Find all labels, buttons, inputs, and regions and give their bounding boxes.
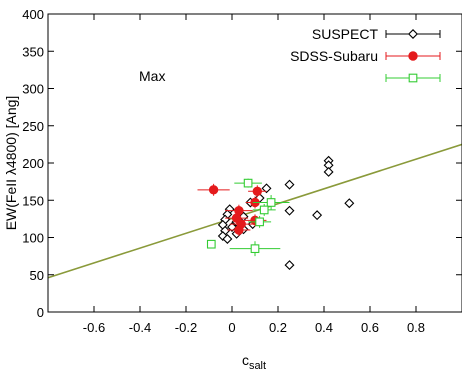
series-1 <box>197 183 267 237</box>
annotation-max: Max <box>139 68 165 84</box>
y-tick-label: 150 <box>22 193 44 208</box>
x-tick-label: 0 <box>228 320 235 335</box>
legend-marker <box>408 29 418 39</box>
x-tick-label: -0.4 <box>129 320 151 335</box>
data-point <box>252 186 262 197</box>
y-tick-label: 100 <box>22 231 44 246</box>
data-point <box>344 198 355 209</box>
fit-line <box>47 143 462 279</box>
x-tick-label: 0.6 <box>361 320 379 335</box>
y-tick-label: 400 <box>22 7 44 22</box>
data-point <box>312 210 323 221</box>
data-point <box>284 179 295 190</box>
data-point <box>206 239 216 249</box>
plot-frame <box>47 13 462 313</box>
data-point <box>261 183 272 194</box>
data-point <box>323 166 334 177</box>
x-tick-label: 0.2 <box>269 320 287 335</box>
data-point <box>243 178 253 188</box>
y-axis-label: EW(FeII λ4800) [Ang] <box>3 96 19 231</box>
data-point <box>255 217 264 227</box>
y-tick-label: 0 <box>37 305 44 320</box>
y-tick-label: 200 <box>22 156 44 171</box>
data-point <box>208 185 219 195</box>
data-point <box>284 260 295 271</box>
legend-marker <box>408 51 418 61</box>
x-axis-label: csalt <box>242 352 266 372</box>
x-tick-label: -0.6 <box>83 320 105 335</box>
y-tick-label: 350 <box>22 44 44 59</box>
legend-marker <box>408 73 418 83</box>
data-point <box>234 225 244 235</box>
x-tick-label: -0.2 <box>175 320 197 335</box>
data-point <box>250 244 260 254</box>
data-point <box>284 205 295 216</box>
legend-label: SUSPECT <box>312 26 379 42</box>
data-point <box>266 198 276 207</box>
data-point <box>259 205 269 215</box>
x-tick-label: 0.4 <box>315 320 333 335</box>
y-tick-label: 250 <box>22 119 44 134</box>
y-tick-label: 300 <box>22 82 44 97</box>
y-tick-label: 50 <box>30 268 44 283</box>
data-point <box>222 234 233 244</box>
legend-label: SDSS-Subaru <box>290 48 378 64</box>
data-point <box>227 222 237 233</box>
series-2 <box>206 178 290 257</box>
x-tick-label: 0.8 <box>407 320 425 335</box>
